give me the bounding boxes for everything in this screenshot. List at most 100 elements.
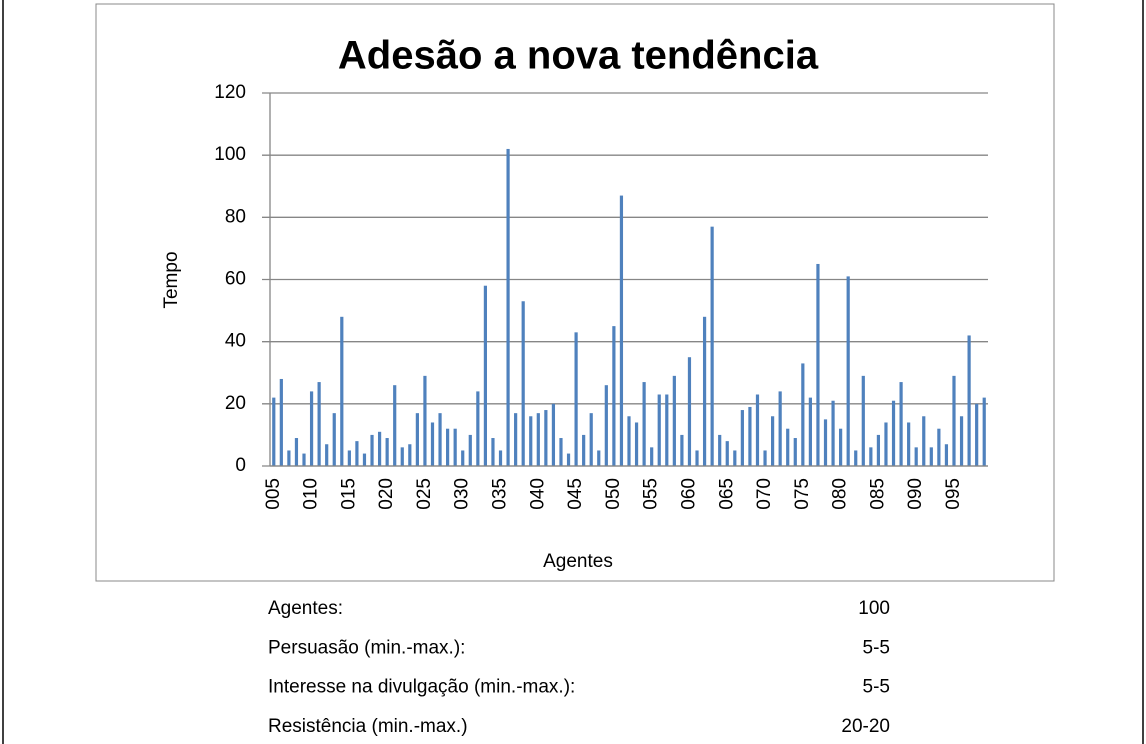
y-tick-label: 120: [214, 82, 246, 103]
bar: [430, 422, 435, 466]
bar: [461, 450, 465, 466]
bar: [582, 434, 586, 466]
bar: [967, 335, 971, 466]
bar: [309, 391, 314, 466]
x-tick-label: 070: [754, 478, 775, 510]
bar: [665, 394, 669, 466]
info-label: Interesse na divulgação (min.-max.):: [268, 677, 575, 698]
y-tick-label: 20: [225, 393, 246, 414]
x-tick-label: 050: [603, 478, 624, 510]
bar: [446, 428, 450, 466]
bar: [362, 453, 367, 466]
bar: [657, 394, 661, 466]
bar: [347, 450, 351, 466]
bar: [612, 326, 616, 466]
bar: [514, 413, 518, 466]
bar: [317, 382, 321, 466]
bar: [536, 413, 540, 466]
bar: [385, 438, 389, 466]
y-tick-label: 0: [235, 455, 246, 476]
chart-border: [95, 3, 1055, 582]
x-tick-label: 020: [376, 478, 397, 510]
bar: [899, 382, 903, 466]
bar: [687, 357, 692, 466]
bar: [695, 450, 699, 466]
info-label: Resistência (min.-max.): [268, 716, 468, 737]
x-tick-label: 085: [867, 478, 888, 510]
y-tick-label: 80: [225, 206, 246, 227]
bar: [415, 413, 419, 466]
bar: [408, 444, 412, 466]
bar: [831, 400, 835, 466]
bar: [302, 453, 306, 466]
bar: [340, 316, 344, 466]
x-tick-label: 065: [716, 478, 737, 510]
bar: [566, 453, 571, 466]
bar: [982, 397, 986, 466]
bar: [725, 441, 729, 466]
x-tick-label: 010: [301, 478, 322, 510]
bar: [521, 301, 525, 466]
bar: [914, 447, 918, 466]
bar: [944, 444, 949, 466]
bar: [650, 447, 654, 466]
bar: [771, 416, 775, 466]
bar: [325, 444, 329, 466]
bar: [823, 419, 828, 466]
bar: [672, 375, 676, 466]
bar: [393, 385, 397, 466]
bar: [891, 400, 896, 466]
bar: [876, 434, 881, 466]
bar: [574, 332, 578, 466]
bar: [861, 375, 865, 466]
bar: [468, 434, 472, 466]
bar: [702, 316, 707, 466]
bar: [634, 422, 639, 466]
y-tick-label: 40: [225, 331, 246, 352]
bar: [740, 410, 744, 466]
x-tick-label: 005: [263, 478, 284, 510]
bar: [922, 416, 926, 466]
bar: [642, 382, 646, 466]
x-tick-label: 060: [678, 478, 699, 510]
bar: [559, 438, 563, 466]
bar: [929, 447, 933, 466]
bar: [975, 403, 979, 466]
bar: [733, 450, 737, 466]
bar: [287, 450, 291, 466]
bar: [272, 397, 276, 466]
bar: [846, 276, 850, 466]
bar: [884, 422, 888, 466]
info-value: 5-5: [863, 677, 890, 698]
info-value: 20-20: [841, 716, 890, 737]
bar: [718, 434, 722, 466]
bar: [544, 410, 548, 466]
bar: [755, 394, 760, 466]
y-tick-label: 100: [214, 144, 246, 165]
x-tick-label: 040: [527, 478, 548, 510]
x-tick-label: 095: [943, 478, 964, 510]
bar: [589, 413, 593, 466]
x-tick-label: 030: [452, 478, 473, 510]
y-axis-label: Tempo: [161, 251, 182, 308]
bar: [377, 431, 382, 466]
x-tick-label: 045: [565, 478, 586, 510]
bar: [529, 416, 533, 466]
x-tick-label: 015: [338, 478, 359, 510]
bar: [793, 438, 797, 466]
info-label: Persuasão (min.-max.):: [268, 637, 465, 658]
x-tick-label: 035: [490, 478, 511, 510]
info-value: 5-5: [863, 637, 890, 658]
bar: [604, 385, 608, 466]
info-label: Agentes:: [268, 598, 343, 619]
bar: [597, 450, 601, 466]
x-tick-label: 055: [641, 478, 662, 510]
bar: [551, 403, 556, 466]
bar: [491, 438, 495, 466]
y-tick-label: 60: [225, 269, 246, 290]
bar: [423, 375, 427, 466]
bar: [483, 285, 487, 466]
bar: [907, 422, 911, 466]
